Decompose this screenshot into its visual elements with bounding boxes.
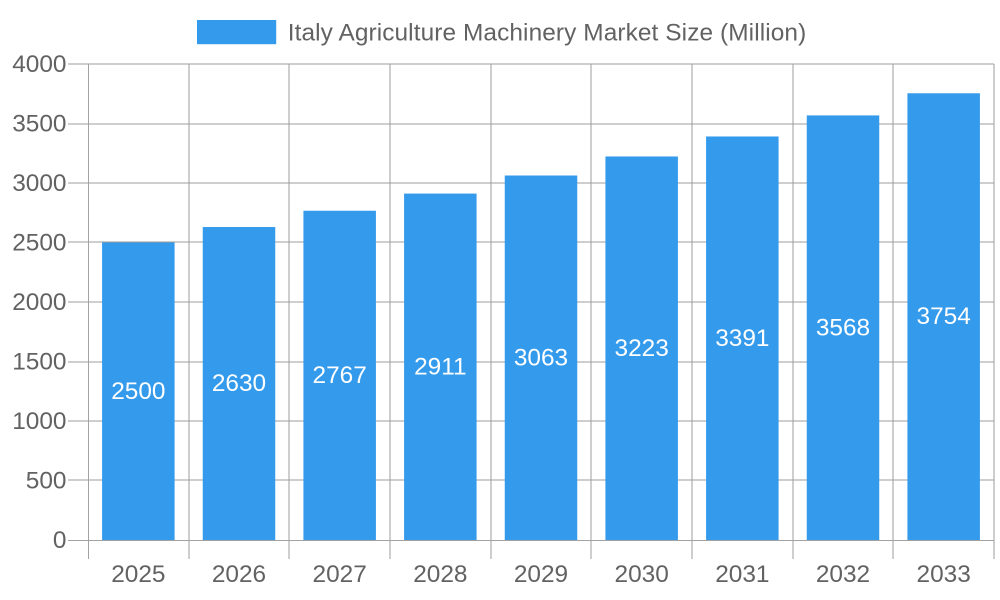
svg-text:2033: 2033 <box>917 561 971 588</box>
svg-text:Italy Agriculture Machinery Ma: Italy Agriculture Machinery Market Size … <box>288 19 807 46</box>
svg-text:2026: 2026 <box>212 561 266 588</box>
svg-text:500: 500 <box>26 467 67 494</box>
svg-text:3500: 3500 <box>12 110 66 137</box>
svg-text:2030: 2030 <box>615 561 669 588</box>
svg-text:3063: 3063 <box>514 344 568 371</box>
svg-text:2500: 2500 <box>111 378 165 405</box>
svg-text:2767: 2767 <box>313 362 367 389</box>
svg-text:3000: 3000 <box>12 170 66 197</box>
svg-text:3223: 3223 <box>615 335 669 362</box>
svg-text:3754: 3754 <box>917 303 971 330</box>
svg-text:2911: 2911 <box>414 353 466 380</box>
svg-text:2500: 2500 <box>12 229 66 256</box>
svg-text:1000: 1000 <box>12 408 66 435</box>
svg-text:3391: 3391 <box>715 325 769 352</box>
svg-text:2025: 2025 <box>111 561 165 588</box>
svg-text:2031: 2031 <box>715 561 769 588</box>
svg-text:2028: 2028 <box>413 561 467 588</box>
svg-text:2032: 2032 <box>816 561 870 588</box>
svg-text:2029: 2029 <box>514 561 568 588</box>
svg-text:1500: 1500 <box>12 348 66 375</box>
svg-text:2000: 2000 <box>12 289 66 316</box>
svg-text:2630: 2630 <box>212 370 266 397</box>
svg-text:2027: 2027 <box>313 561 367 588</box>
svg-text:0: 0 <box>53 527 67 554</box>
svg-text:4000: 4000 <box>12 51 66 78</box>
svg-text:3568: 3568 <box>816 314 870 341</box>
